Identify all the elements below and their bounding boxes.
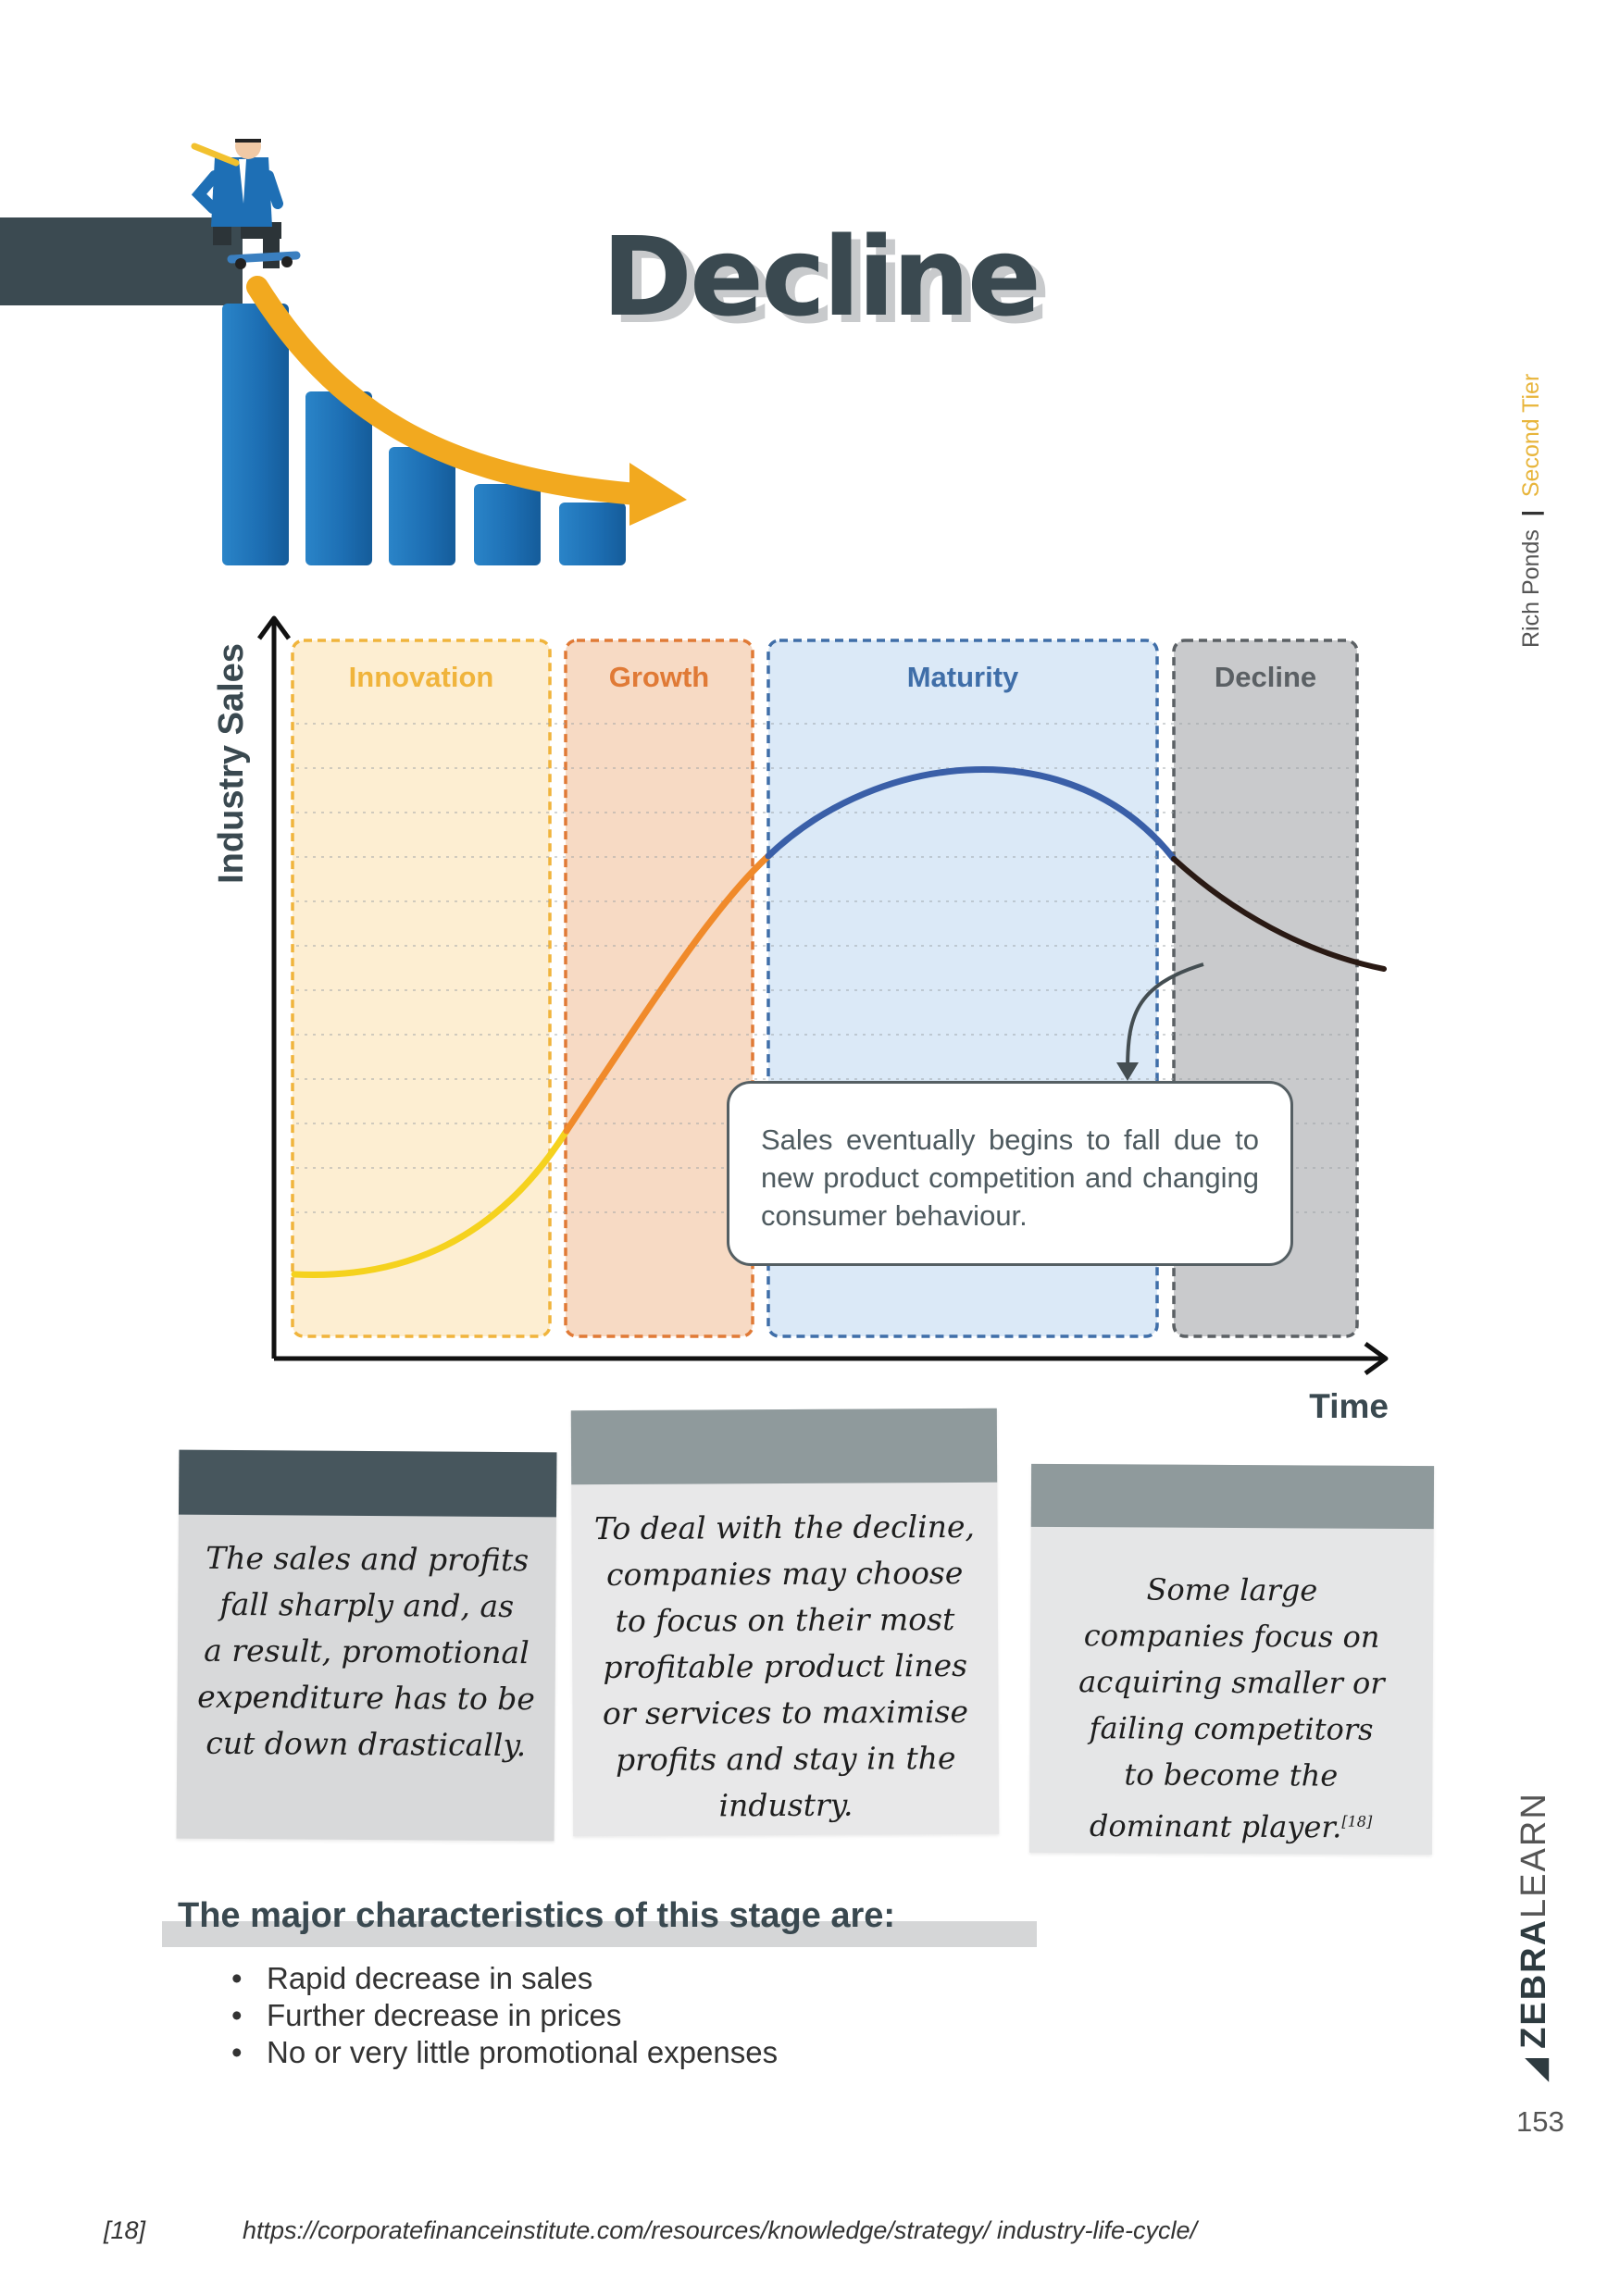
stage-box-innovation	[291, 639, 552, 1338]
note-header	[570, 1408, 998, 1485]
side-separator: |	[1518, 510, 1544, 517]
note-header	[178, 1449, 557, 1518]
life-cycle-chart: Innovation Growth Maturity Decline Industry…	[212, 615, 1389, 1425]
brand-logo: ◢ ZEBRALEARN	[1514, 1786, 1561, 2082]
cliff-ledge	[0, 217, 243, 305]
bar-5	[559, 503, 626, 565]
x-axis-label: Time	[1309, 1387, 1389, 1425]
chart-callout: Sales eventually begins to fall due to n…	[727, 1081, 1293, 1266]
bar-3	[389, 447, 455, 565]
note-header	[1030, 1463, 1435, 1530]
decline-arrow	[246, 276, 659, 506]
page-title-shadow: Decline	[611, 220, 1051, 348]
bar-4	[474, 484, 541, 565]
side-tier: Second Tier	[1518, 373, 1544, 498]
x-axis-arrow	[1364, 1341, 1389, 1376]
side-author: Rich Ponds	[1518, 529, 1544, 648]
callout-pointer-head	[1116, 1062, 1139, 1081]
footnote-url[interactable]: https://corporatefinanceinstitute.com/re…	[243, 2216, 1197, 2244]
side-running-header: Rich Ponds | Second Tier	[1518, 333, 1555, 648]
stage-label-growth: Growth	[609, 661, 710, 693]
stage-label-decline: Decline	[1215, 661, 1316, 693]
curve-decline	[1171, 856, 1387, 972]
brand-bold: ZEBRA	[1514, 1917, 1553, 2049]
callout-pointer	[1126, 962, 1204, 1073]
characteristics-highlight	[162, 1921, 1037, 1947]
note-sales-profits: The sales and profits fall sharply and, a…	[176, 1449, 557, 1842]
page-title-text: Decline	[602, 213, 1041, 341]
list-item: Rapid decrease in sales	[231, 1960, 778, 1997]
page-number: 153	[1516, 2105, 1564, 2138]
page-title: Decline Decline	[602, 213, 1083, 348]
note-reference: [18]	[1341, 1812, 1373, 1831]
list-item: Further decrease in prices	[231, 1997, 778, 2034]
stage-label-maturity: Maturity	[907, 661, 1019, 693]
curve-growth	[563, 852, 772, 1135]
zebra-stripes-icon: ◢	[1517, 2055, 1552, 2082]
decline-arrow-head	[629, 463, 687, 526]
note-deal-with-decline: To deal with the decline, companies may c…	[570, 1408, 1000, 1837]
note-text: Some large companies focus on acquiring sm…	[1078, 1571, 1385, 1845]
businessman-icon	[191, 139, 301, 269]
curve-innovation	[291, 1127, 570, 1278]
bar-1	[222, 304, 289, 565]
y-axis-label: Industry Sales	[212, 643, 251, 884]
curve-maturity	[765, 766, 1178, 863]
brand-light: LEARN	[1514, 1792, 1553, 1918]
characteristics-list: Rapid decrease in sales Further decrease…	[231, 1960, 778, 2071]
characteristics-title: The major characteristics of this stage …	[178, 1896, 896, 1935]
list-item: No or very little promotional expenses	[231, 2034, 778, 2071]
note-acquisitions: Some large companies focus on acquiring sm…	[1028, 1463, 1435, 1855]
note-text: The sales and profits fall sharply and, a…	[197, 1539, 536, 1764]
note-text: To deal with the decline, companies may c…	[593, 1508, 976, 1824]
stage-label-innovation: Innovation	[349, 661, 494, 693]
footnote-number: [18]	[104, 2216, 146, 2244]
decline-illustration	[0, 139, 687, 565]
bar-2	[305, 391, 372, 565]
y-axis-arrow	[256, 615, 292, 640]
